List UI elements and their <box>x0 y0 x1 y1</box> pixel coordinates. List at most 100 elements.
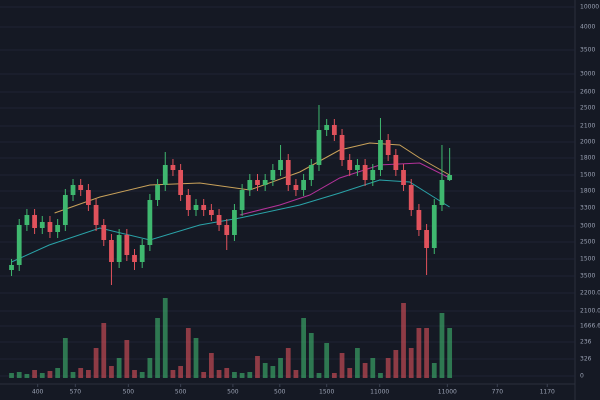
candle-body <box>262 180 268 185</box>
candle-body <box>255 180 260 185</box>
candle-body <box>293 185 299 190</box>
y-tick-label: 3000 <box>580 71 595 78</box>
x-tick-label: 500 <box>227 389 239 396</box>
volume-bar <box>70 372 76 378</box>
volume-bar <box>416 328 422 378</box>
candle-body <box>316 130 322 165</box>
candle-body <box>162 165 168 185</box>
candle-body <box>239 190 245 210</box>
candle-body <box>431 205 437 248</box>
candle-body <box>378 140 383 170</box>
x-tick-label: 500 <box>123 389 135 396</box>
volume-bar <box>262 363 268 378</box>
y-tick-label: 2500 <box>580 239 595 246</box>
volume-bar <box>124 340 130 378</box>
y-tick-label: 3000 <box>580 223 595 230</box>
candle-body <box>178 170 184 195</box>
volume-bar <box>55 368 61 378</box>
candle-body <box>347 160 353 170</box>
candle-body <box>70 185 76 195</box>
candle-body <box>331 125 337 135</box>
candle-body <box>339 135 345 160</box>
volume-bar <box>439 313 445 378</box>
candle-body <box>424 230 429 248</box>
volume-bar <box>16 372 22 378</box>
volume-bar <box>278 358 283 378</box>
volume-bar <box>362 363 368 378</box>
volume-bar <box>193 338 199 378</box>
candle-body <box>208 210 214 215</box>
volume-bar <box>170 370 176 378</box>
y-tick-label: 2600 <box>580 89 595 96</box>
candle-body <box>447 175 453 180</box>
volume-bar <box>385 358 391 378</box>
y-tick-label: 0 <box>580 373 584 380</box>
y-tick-label: 1500 <box>580 172 595 179</box>
x-tick-label: 1500 <box>319 389 334 396</box>
candle-body <box>308 165 314 180</box>
candle-body <box>416 210 422 230</box>
candle-body <box>132 255 137 262</box>
volume-bar <box>78 368 84 378</box>
volume-bar <box>24 374 30 378</box>
volume-bar <box>162 298 168 378</box>
volume-bar <box>116 358 122 378</box>
volume-bar <box>32 370 37 378</box>
y-tick-label: 10000 <box>580 4 599 11</box>
y-tick-label: 2100.00 <box>580 308 600 315</box>
volume-bar <box>331 373 337 378</box>
volume-bar <box>370 358 376 378</box>
candle-body <box>86 190 91 205</box>
volume-bar <box>378 373 383 378</box>
volume-bar <box>347 368 353 378</box>
candle-body <box>155 185 160 200</box>
volume-bar <box>424 328 429 378</box>
volume-bar <box>208 353 214 378</box>
volume-bar <box>316 373 322 378</box>
y-tick-label: 1500 <box>580 256 595 263</box>
candle-body <box>55 225 61 232</box>
volume-bar <box>139 372 145 378</box>
y-tick-label: 1666.6 <box>580 323 600 330</box>
y-tick-label: 4000 <box>580 24 595 31</box>
candle-body <box>62 195 68 225</box>
volume-bar <box>285 348 291 378</box>
candle-body <box>285 160 291 185</box>
y-tick-label: 3500 <box>580 273 595 280</box>
candle-body <box>109 240 114 262</box>
candle-body <box>278 160 283 170</box>
candle-body <box>301 180 306 190</box>
y-tick-label: 2500 <box>580 105 595 112</box>
candle-body <box>39 222 45 228</box>
volume-bar <box>216 370 222 378</box>
volume-bar <box>224 368 230 378</box>
volume-bar <box>355 348 360 378</box>
candle-body <box>32 215 37 228</box>
volume-bar <box>62 338 68 378</box>
y-tick-label: 236 <box>580 339 592 346</box>
volume-bar <box>255 356 260 378</box>
moving-average-line <box>239 162 450 216</box>
volume-bar <box>239 373 245 378</box>
moving-average-line <box>54 142 450 214</box>
candle-body <box>270 170 276 180</box>
y-tick-label: 2100 <box>580 123 595 130</box>
y-tick-label: 3300 <box>580 205 595 212</box>
volume-bar <box>147 358 153 378</box>
candle-body <box>370 170 376 180</box>
volume-bar <box>178 366 184 378</box>
volume-bar <box>339 353 345 378</box>
x-tick-label: 770 <box>492 389 504 396</box>
volume-bar <box>132 370 137 378</box>
volume-bar <box>401 303 406 378</box>
volume-bar <box>270 366 276 378</box>
candle-body <box>78 185 84 190</box>
volume-bar <box>109 366 114 378</box>
volume-bar <box>431 363 437 378</box>
x-tick-label: 500 <box>175 389 187 396</box>
volume-bar <box>185 328 191 378</box>
candle-body <box>93 205 99 225</box>
candle-body <box>101 225 107 240</box>
volume-bar <box>232 372 237 378</box>
candle-body <box>362 165 368 180</box>
